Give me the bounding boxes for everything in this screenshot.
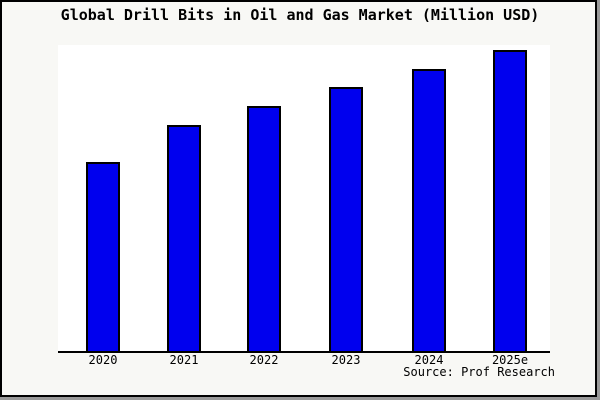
bar-2020 [86, 162, 120, 351]
x-tick-label-2022: 2022 [249, 353, 279, 367]
x-tick-label-2025e: 2025e [491, 353, 529, 367]
x-tick-label-2020: 2020 [88, 353, 118, 367]
source-credit: Source: Prof Research [403, 365, 555, 379]
bar-2021 [167, 125, 201, 351]
bar-2025e [493, 50, 527, 351]
plot-area [58, 45, 550, 353]
bar-2022 [247, 106, 281, 351]
x-tick-label-2023: 2023 [331, 353, 361, 367]
x-tick-label-2024: 2024 [414, 353, 444, 367]
bar-2024 [412, 69, 446, 351]
bar-2023 [329, 87, 363, 351]
chart-title: Global Drill Bits in Oil and Gas Market … [60, 6, 540, 24]
x-tick-label-2021: 2021 [169, 353, 199, 367]
